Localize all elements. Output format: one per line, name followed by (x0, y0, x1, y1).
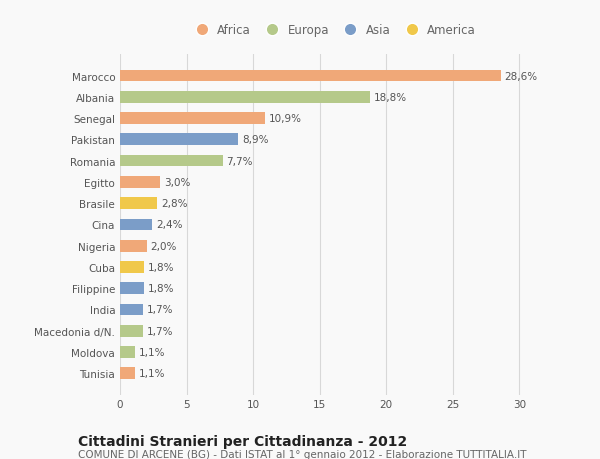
Bar (120, 304, 143, 316)
Bar (120, 71, 501, 82)
Text: 1,8%: 1,8% (148, 263, 175, 272)
Text: 1,1%: 1,1% (139, 369, 165, 379)
Bar (120, 325, 143, 337)
Bar (120, 241, 146, 252)
Bar (120, 347, 134, 358)
Text: 18,8%: 18,8% (374, 93, 407, 102)
Bar (120, 368, 134, 379)
Text: 1,1%: 1,1% (139, 347, 165, 357)
Text: 2,0%: 2,0% (151, 241, 177, 251)
Bar (120, 219, 152, 231)
Bar (120, 283, 144, 294)
Bar (120, 134, 238, 146)
Bar (120, 262, 144, 273)
Text: Cittadini Stranieri per Cittadinanza - 2012: Cittadini Stranieri per Cittadinanza - 2… (78, 434, 407, 448)
Bar (120, 156, 223, 167)
Text: 28,6%: 28,6% (505, 71, 538, 81)
Text: 1,8%: 1,8% (148, 284, 175, 294)
Legend: Africa, Europa, Asia, America: Africa, Europa, Asia, America (187, 20, 479, 40)
Text: 7,7%: 7,7% (227, 156, 253, 166)
Text: 10,9%: 10,9% (269, 114, 302, 124)
Text: COMUNE DI ARCENE (BG) - Dati ISTAT al 1° gennaio 2012 - Elaborazione TUTTITALIA.: COMUNE DI ARCENE (BG) - Dati ISTAT al 1°… (78, 449, 527, 459)
Text: 1,7%: 1,7% (146, 326, 173, 336)
Text: 2,8%: 2,8% (161, 199, 188, 209)
Bar (120, 177, 160, 188)
Bar (120, 113, 265, 125)
Bar (120, 92, 370, 103)
Text: 1,7%: 1,7% (146, 305, 173, 315)
Text: 8,9%: 8,9% (242, 135, 269, 145)
Bar (120, 198, 157, 209)
Text: 2,4%: 2,4% (156, 220, 182, 230)
Text: 3,0%: 3,0% (164, 178, 190, 187)
